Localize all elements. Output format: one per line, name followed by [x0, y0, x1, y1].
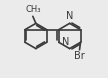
- Text: Br: Br: [74, 51, 85, 61]
- Text: N: N: [62, 37, 69, 47]
- Text: CH₃: CH₃: [25, 5, 41, 14]
- Text: N: N: [66, 11, 73, 21]
